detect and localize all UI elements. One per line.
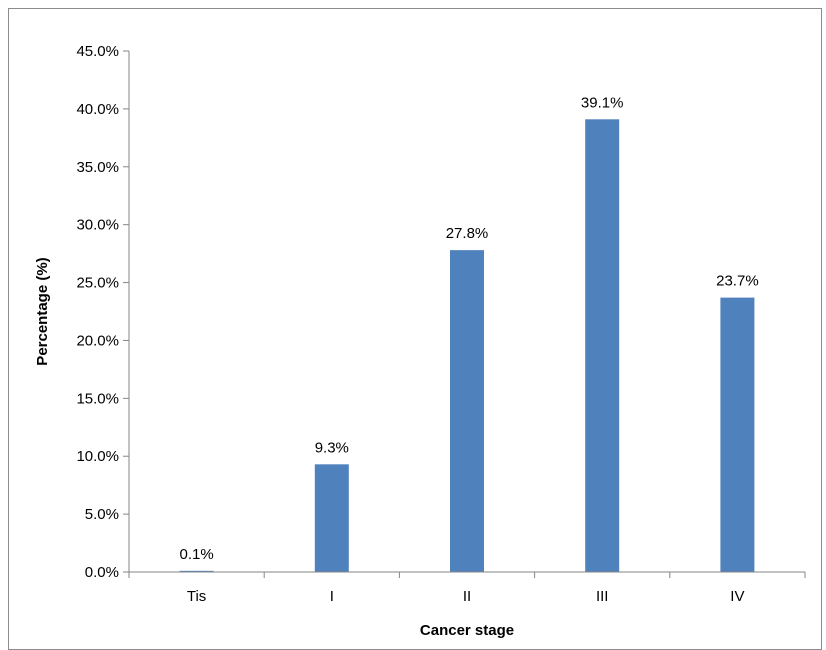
chart-frame: 0.0% 5.0% 10.0% 15.0% 20.0% 25.0% 30.0% 35.0% 40… — [8, 8, 822, 650]
data-label-i: 9.3% — [315, 439, 349, 456]
y-axis-ticks: 0.0% 5.0% 10.0% 15.0% 20.0% 25.0% 30.0% 35.0% 40… — [76, 43, 129, 581]
bars — [179, 119, 755, 573]
y-tick-label: 20.0% — [76, 332, 119, 349]
y-tick-label: 0.0% — [85, 564, 119, 581]
y-tick-label: 35.0% — [76, 159, 119, 176]
x-tick-label: IV — [730, 588, 744, 605]
x-axis-title: Cancer stage — [420, 622, 514, 639]
y-tick-label: 40.0% — [76, 101, 119, 118]
x-axis-ticks: Tis I II III IV — [128, 572, 806, 605]
y-tick-label: 5.0% — [85, 506, 119, 523]
bar-tis — [179, 570, 214, 572]
bar-ii — [450, 250, 484, 573]
y-tick-label: 45.0% — [76, 43, 119, 60]
data-label-tis: 0.1% — [179, 546, 213, 563]
x-tick-label: Tis — [187, 588, 206, 605]
data-labels: 0.1% 9.3% 27.8% 39.1% 23.7% — [179, 94, 758, 563]
bar-chart: 0.0% 5.0% 10.0% 15.0% 20.0% 25.0% 30.0% 35.0% 40… — [34, 43, 806, 639]
bar-iii — [585, 119, 620, 572]
y-tick-label: 15.0% — [76, 390, 119, 407]
y-tick-label: 10.0% — [76, 448, 119, 465]
x-tick-label: I — [330, 588, 334, 605]
y-tick-label: 30.0% — [76, 217, 119, 234]
x-tick-label: II — [463, 588, 471, 605]
data-label-ii: 27.8% — [446, 225, 489, 242]
bar-i — [314, 464, 349, 572]
y-tick-label: 25.0% — [76, 275, 119, 292]
y-axis-title: Percentage (%) — [34, 257, 51, 365]
bar-iv — [720, 297, 755, 572]
x-tick-label: III — [596, 588, 609, 605]
data-label-iii: 39.1% — [581, 94, 624, 111]
data-label-iv: 23.7% — [716, 273, 759, 290]
